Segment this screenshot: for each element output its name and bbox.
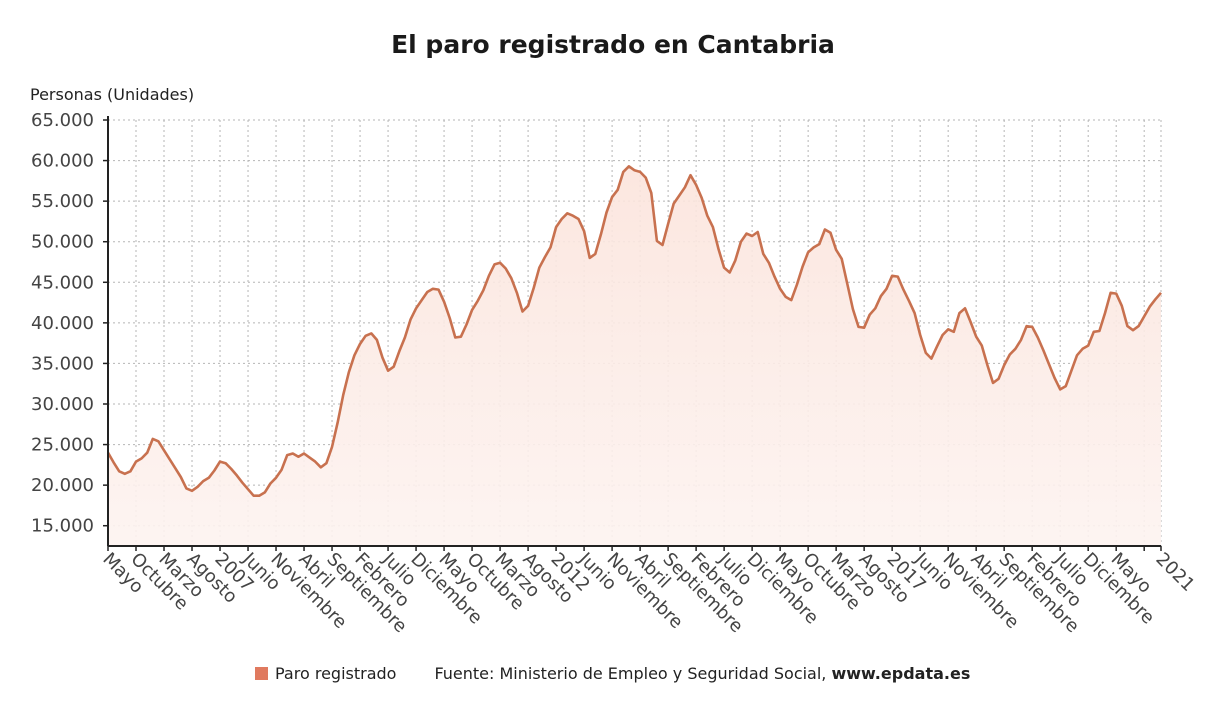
y-tick-label: 25.000 (31, 435, 94, 456)
source-site: www.epdata.es (831, 664, 971, 683)
series-area (108, 166, 1161, 547)
y-tick-label: 30.000 (31, 394, 94, 415)
source-note: Fuente: Ministerio de Empleo y Seguridad… (434, 664, 970, 683)
y-tick-label: 20.000 (31, 475, 94, 496)
y-tick-label: 55.000 (31, 191, 94, 212)
x-tick-label: 2021 (1151, 549, 1198, 596)
y-tick-labels: 15.000 20.000 25.000 30.000 35.000 40.000 45.0… (31, 110, 94, 537)
chart-title: El paro registrado en Cantabria (391, 30, 835, 59)
y-tick-label: 45.000 (31, 272, 94, 293)
legend: Paro registrado Fuente: Ministerio de Em… (255, 664, 970, 683)
axes (103, 116, 1162, 551)
y-tick-label: 60.000 (31, 151, 94, 172)
legend-swatch (255, 667, 268, 680)
data-points (107, 166, 1162, 496)
y-tick-label: 35.000 (31, 353, 94, 374)
source-prefix: Fuente: Ministerio de Empleo y Seguridad… (434, 664, 832, 683)
y-axis-label: Personas (Unidades) (30, 85, 195, 104)
legend-series-label: Paro registrado (275, 664, 397, 683)
y-tick-label: 15.000 (31, 516, 94, 537)
x-tick-labels: MayoOctubreMarzoAgosto2007JunioNoviembre… (98, 548, 1198, 637)
y-tick-label: 50.000 (31, 232, 94, 253)
y-tick-label: 65.000 (31, 110, 94, 131)
y-tick-label: 40.000 (31, 313, 94, 334)
